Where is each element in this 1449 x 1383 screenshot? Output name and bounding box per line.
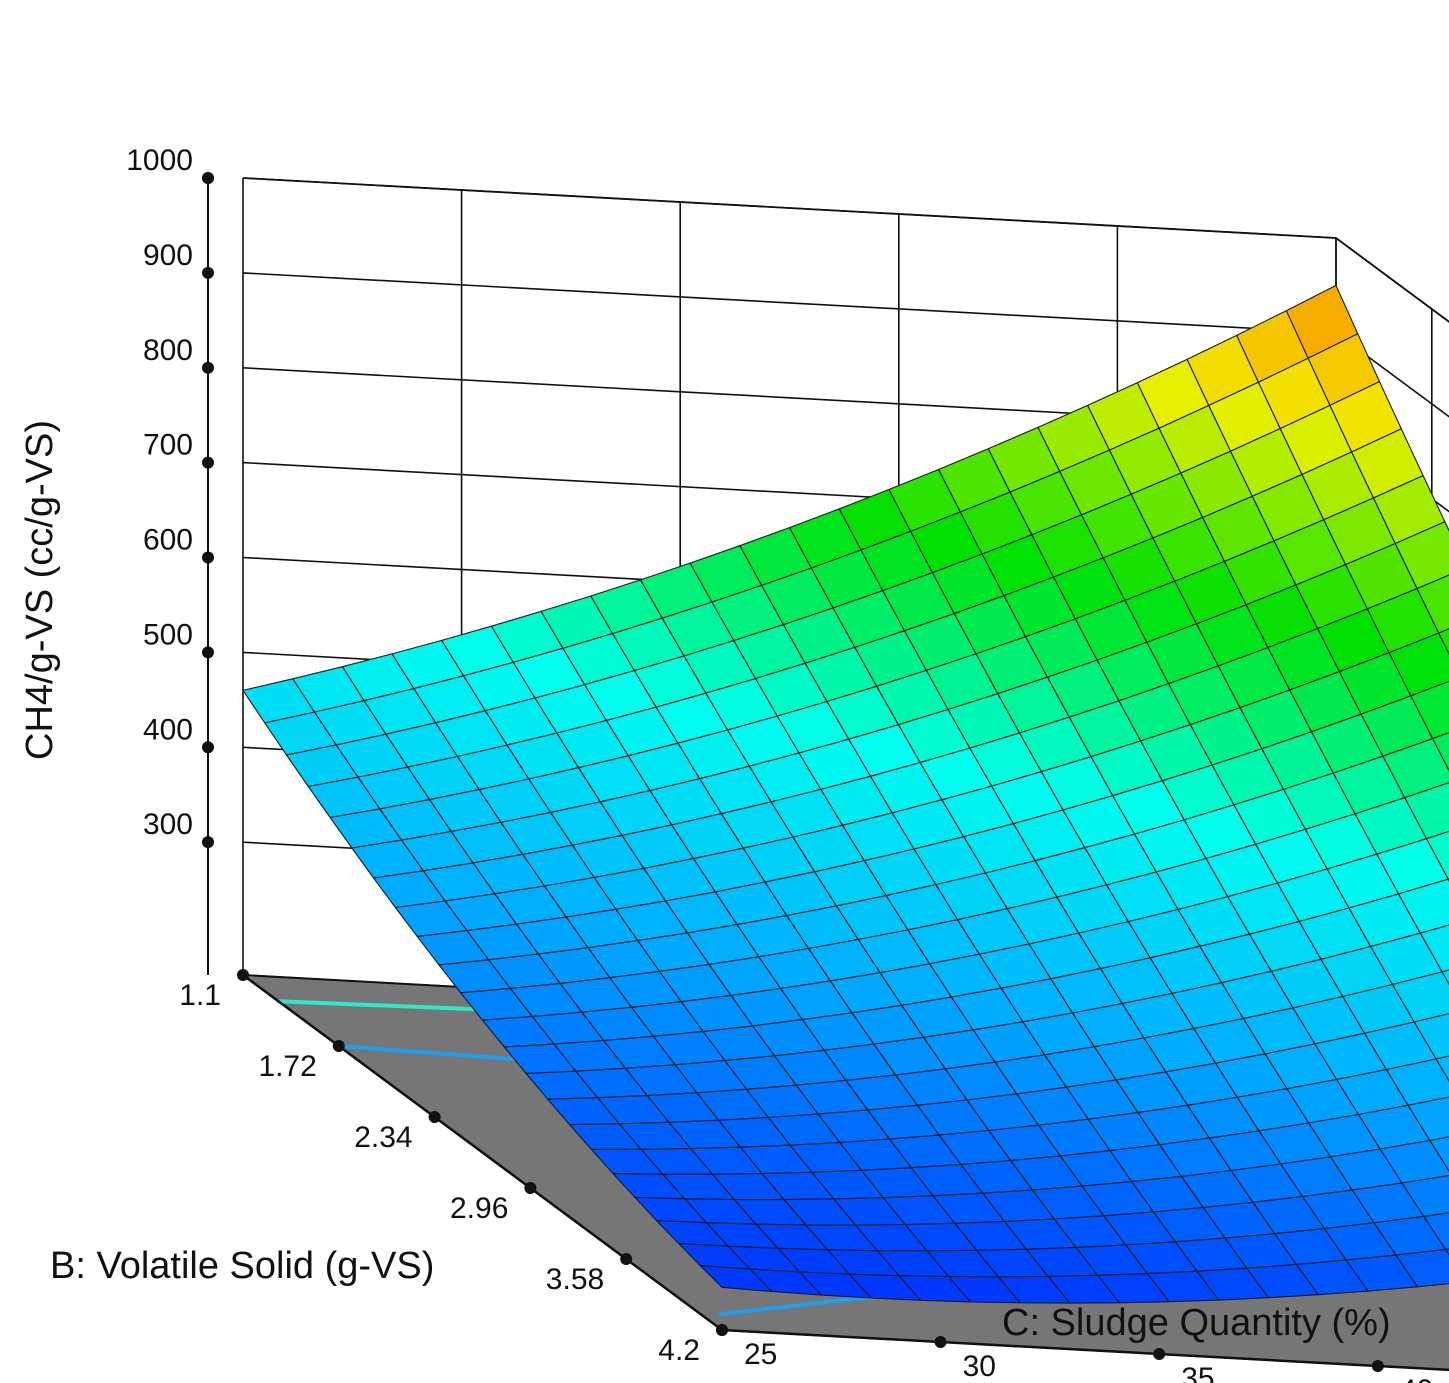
b-tick-dot	[524, 1182, 537, 1194]
c-tick-label: 30	[963, 1350, 996, 1383]
b-tick-dot	[237, 969, 249, 981]
axes	[202, 172, 1449, 1372]
z-tick-dot	[202, 172, 214, 184]
z-tick-label: 1000	[126, 144, 193, 177]
z-tick-dot	[202, 646, 214, 659]
b-tick-label: 2.34	[354, 1121, 412, 1154]
c-tick-label: 25	[744, 1338, 777, 1371]
c-tick-dot	[1371, 1360, 1384, 1372]
z-tick-label: 700	[143, 429, 193, 462]
z-tick-dot	[202, 741, 214, 754]
c-tick-label: 35	[1181, 1362, 1214, 1383]
b-tick-label: 1.1	[179, 979, 221, 1012]
z-tick-dot	[202, 836, 214, 849]
z-tick-dot	[202, 456, 214, 469]
response-surface	[242, 284, 1449, 1304]
b-tick-label: 4.2	[658, 1334, 700, 1367]
c-axis-line	[721, 1328, 1449, 1372]
c-tick-dot	[934, 1336, 947, 1348]
z-tick-label: 600	[143, 524, 193, 557]
z-tick-label: 300	[143, 808, 193, 841]
c-tick-dot	[716, 1324, 728, 1336]
b-tick-label: 2.96	[450, 1192, 508, 1225]
z-tick-dot	[202, 361, 214, 374]
z-tick-label: 800	[143, 334, 193, 367]
z-tick-label: 500	[143, 618, 193, 651]
b-tick-label: 3.58	[546, 1263, 604, 1296]
b-axis-title: B: Volatile Solid (g-VS)	[50, 1245, 434, 1287]
surface-cell	[699, 1265, 773, 1293]
c-tick-dot	[1153, 1348, 1166, 1360]
c-axis-title: C: Sludge Quantity (%)	[1002, 1302, 1391, 1344]
tick-labels: 300 400 500 600 700 800 900 1000 1.1 1.72 2.34 2.96…	[126, 144, 1433, 1383]
b-axis-line	[242, 973, 723, 1332]
b-tick-dot	[620, 1253, 633, 1265]
b-tick-dot	[332, 1040, 345, 1052]
z-axis-title: CH4/g-VS (cc/g-VS)	[19, 420, 61, 760]
b-tick-label: 1.72	[258, 1050, 316, 1083]
z-tick-label: 400	[143, 713, 193, 746]
z-tick-label: 900	[143, 239, 193, 272]
z-tick-dot	[202, 551, 214, 564]
b-tick-dot	[428, 1111, 441, 1123]
c-tick-label: 40	[1400, 1374, 1433, 1383]
z-tick-dot	[202, 266, 214, 279]
